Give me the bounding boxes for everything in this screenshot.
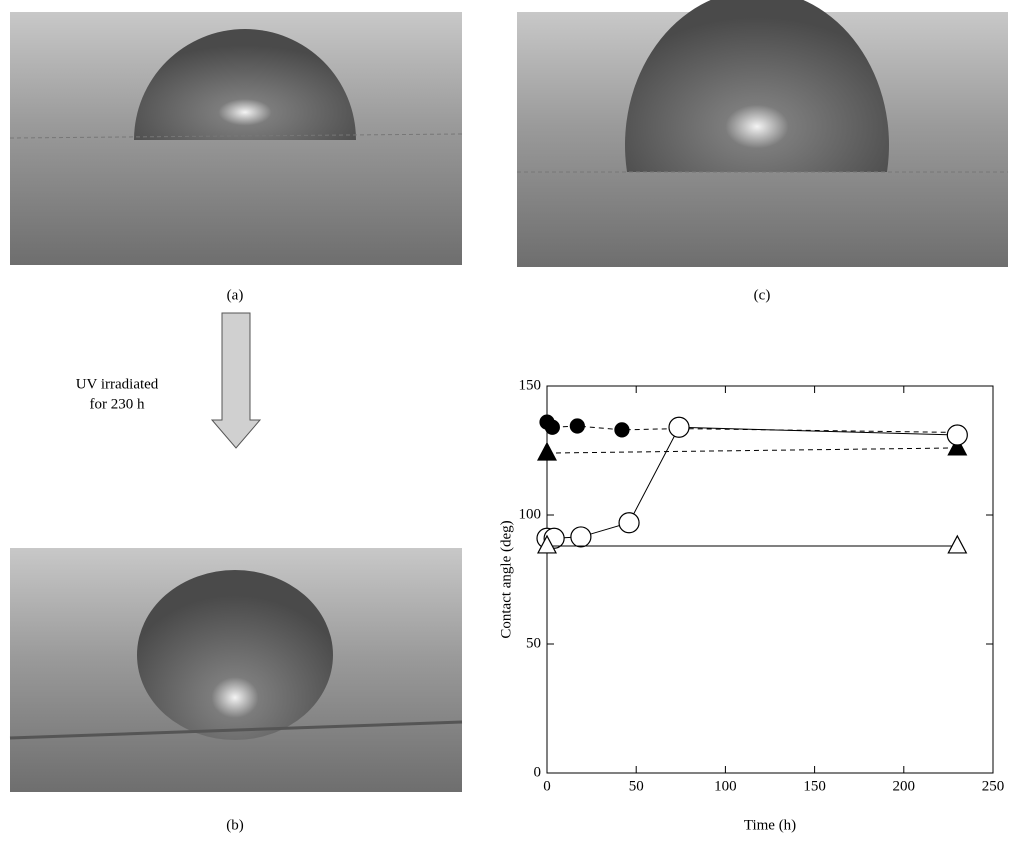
chart: 0 50 100 150 200 250 0 50 100 150 Time (h) Contact … — [498, 377, 1004, 833]
plot-frame — [547, 386, 993, 773]
marker — [947, 425, 967, 445]
figure: (a) (c) UV irradiated for 230 h (b) 0 50 1… — [0, 0, 1010, 836]
annotation: for 230 h — [90, 396, 145, 412]
x-tick-label: 0 — [543, 778, 551, 794]
panel-label: (b) — [226, 817, 244, 833]
y-axis-label: Contact angle (deg) — [498, 520, 514, 638]
marker — [615, 423, 629, 437]
marker — [948, 536, 966, 553]
marker — [619, 513, 639, 533]
y-tick-label: 0 — [534, 764, 542, 780]
series-line — [547, 422, 957, 432]
annotation: UV irradiated — [76, 376, 159, 392]
series-line — [547, 448, 957, 453]
panel-label: (c) — [754, 287, 771, 303]
x-tick-label: 100 — [714, 778, 737, 794]
arrow — [212, 313, 260, 448]
y-tick-label: 100 — [519, 506, 542, 522]
y-tick-label: 50 — [526, 635, 541, 651]
photo-b — [10, 548, 462, 792]
photo-c — [517, 0, 1008, 267]
photo-a — [10, 12, 462, 265]
y-tick-label: 150 — [519, 377, 542, 393]
marker — [570, 419, 584, 433]
x-tick-label: 250 — [982, 778, 1005, 794]
x-tick-label: 150 — [803, 778, 826, 794]
x-tick-label: 200 — [893, 778, 916, 794]
marker — [545, 420, 559, 434]
x-tick-label: 50 — [629, 778, 644, 794]
marker — [571, 527, 591, 547]
marker — [669, 417, 689, 437]
panel-label: (a) — [227, 287, 244, 303]
series-line — [547, 427, 957, 538]
marker — [538, 443, 556, 460]
x-axis-label: Time (h) — [744, 817, 796, 833]
